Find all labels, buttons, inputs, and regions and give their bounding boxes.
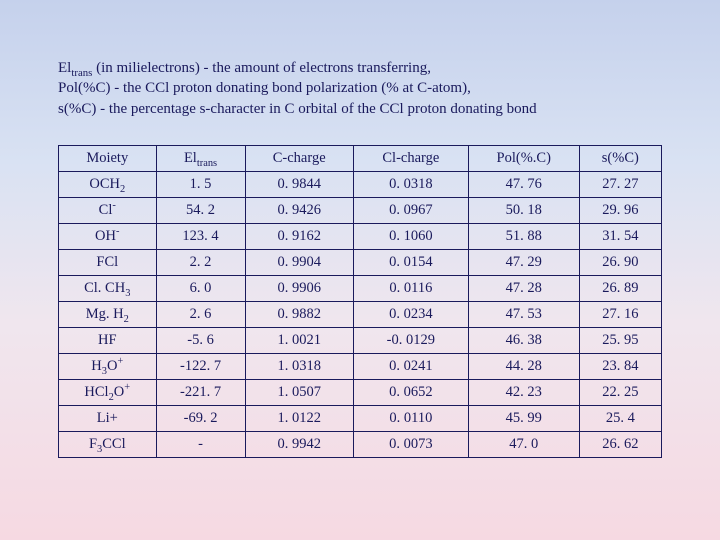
cell-pol: 44. 28: [468, 353, 579, 379]
cell-moiety: F3CCl: [59, 431, 157, 457]
cell-moiety: H3O+: [59, 353, 157, 379]
cell-moiety: OH-: [59, 223, 157, 249]
intro-line1-sub: trans: [71, 67, 92, 79]
cell-c-charge: 0. 9906: [245, 275, 353, 301]
cell-moiety: Cl. CH3: [59, 275, 157, 301]
cell-pol: 50. 18: [468, 197, 579, 223]
cell-pol: 51. 88: [468, 223, 579, 249]
cell-eltrans: 54. 2: [156, 197, 245, 223]
cell-moiety: HCl2O+: [59, 379, 157, 405]
cell-cl-charge: -0. 0129: [353, 327, 468, 353]
cell-moiety: Li+: [59, 405, 157, 431]
intro-line-2: Pol(%C) - the CCl proton donating bond p…: [58, 78, 662, 98]
col-cl-charge: Cl-charge: [353, 145, 468, 171]
cell-c-charge: 0. 9162: [245, 223, 353, 249]
cell-c-charge: 0. 9426: [245, 197, 353, 223]
cell-eltrans: 1. 5: [156, 171, 245, 197]
cell-pol: 47. 29: [468, 249, 579, 275]
cell-s: 26. 89: [579, 275, 661, 301]
cell-s: 26. 90: [579, 249, 661, 275]
cell-c-charge: 1. 0122: [245, 405, 353, 431]
table-row: HF-5. 61. 0021-0. 012946. 3825. 95: [59, 327, 662, 353]
intro-line-3: s(%C) - the percentage s-character in C …: [58, 99, 662, 119]
table-body: OCH21. 50. 98440. 031847. 7627. 27Cl-54.…: [59, 171, 662, 457]
col-pol: Pol(%.C): [468, 145, 579, 171]
cell-pol: 47. 53: [468, 301, 579, 327]
col-moiety: Moiety: [59, 145, 157, 171]
intro-line-1: Eltrans (in milielectrons) - the amount …: [58, 58, 662, 78]
cell-cl-charge: 0. 0652: [353, 379, 468, 405]
cell-eltrans: -69. 2: [156, 405, 245, 431]
cell-c-charge: 0. 9882: [245, 301, 353, 327]
cell-s: 25. 95: [579, 327, 661, 353]
intro-text: Eltrans (in milielectrons) - the amount …: [58, 58, 662, 119]
cell-s: 26. 62: [579, 431, 661, 457]
cell-pol: 47. 76: [468, 171, 579, 197]
data-table: Moiety Eltrans C-charge Cl-charge Pol(%.…: [58, 145, 662, 458]
cell-cl-charge: 0. 0073: [353, 431, 468, 457]
table-row: Cl-54. 20. 94260. 096750. 1829. 96: [59, 197, 662, 223]
cell-eltrans: 2. 6: [156, 301, 245, 327]
cell-pol: 45. 99: [468, 405, 579, 431]
cell-pol: 47. 28: [468, 275, 579, 301]
cell-eltrans: -: [156, 431, 245, 457]
cell-c-charge: 0. 9942: [245, 431, 353, 457]
cell-s: 29. 96: [579, 197, 661, 223]
cell-moiety: Cl-: [59, 197, 157, 223]
cell-s: 31. 54: [579, 223, 661, 249]
cell-s: 25. 4: [579, 405, 661, 431]
col-eltrans: Eltrans: [156, 145, 245, 171]
table-row: HCl2O+-221. 71. 05070. 065242. 2322. 25: [59, 379, 662, 405]
col-eltrans-sub: trans: [197, 158, 217, 169]
cell-c-charge: 0. 9844: [245, 171, 353, 197]
col-eltrans-pre: El: [184, 150, 197, 166]
table-row: OH-123. 40. 91620. 106051. 8831. 54: [59, 223, 662, 249]
cell-c-charge: 1. 0021: [245, 327, 353, 353]
cell-cl-charge: 0. 0116: [353, 275, 468, 301]
intro-line1-post: (in milielectrons) - the amount of elect…: [92, 60, 431, 76]
cell-s: 27. 16: [579, 301, 661, 327]
cell-cl-charge: 0. 0234: [353, 301, 468, 327]
table-row: FCl2. 20. 99040. 015447. 2926. 90: [59, 249, 662, 275]
cell-c-charge: 1. 0507: [245, 379, 353, 405]
cell-moiety: OCH2: [59, 171, 157, 197]
table-row: H3O+-122. 71. 03180. 024144. 2823. 84: [59, 353, 662, 379]
cell-cl-charge: 0. 1060: [353, 223, 468, 249]
cell-eltrans: -221. 7: [156, 379, 245, 405]
cell-s: 22. 25: [579, 379, 661, 405]
table-row: Li+-69. 21. 01220. 011045. 9925. 4: [59, 405, 662, 431]
col-s: s(%C): [579, 145, 661, 171]
table-row: F3CCl-0. 99420. 007347. 026. 62: [59, 431, 662, 457]
cell-pol: 42. 23: [468, 379, 579, 405]
cell-eltrans: -122. 7: [156, 353, 245, 379]
cell-moiety: FCl: [59, 249, 157, 275]
cell-cl-charge: 0. 0967: [353, 197, 468, 223]
table-head: Moiety Eltrans C-charge Cl-charge Pol(%.…: [59, 145, 662, 171]
table-row: Mg. H22. 60. 98820. 023447. 5327. 16: [59, 301, 662, 327]
cell-pol: 46. 38: [468, 327, 579, 353]
cell-eltrans: 2. 2: [156, 249, 245, 275]
cell-moiety: Mg. H2: [59, 301, 157, 327]
table-row: OCH21. 50. 98440. 031847. 7627. 27: [59, 171, 662, 197]
cell-pol: 47. 0: [468, 431, 579, 457]
cell-cl-charge: 0. 0241: [353, 353, 468, 379]
header-row: Moiety Eltrans C-charge Cl-charge Pol(%.…: [59, 145, 662, 171]
cell-cl-charge: 0. 0110: [353, 405, 468, 431]
table-row: Cl. CH36. 00. 99060. 011647. 2826. 89: [59, 275, 662, 301]
cell-cl-charge: 0. 0318: [353, 171, 468, 197]
cell-eltrans: 6. 0: [156, 275, 245, 301]
cell-cl-charge: 0. 0154: [353, 249, 468, 275]
cell-c-charge: 0. 9904: [245, 249, 353, 275]
col-c-charge: C-charge: [245, 145, 353, 171]
intro-line1-pre: El: [58, 60, 71, 76]
cell-eltrans: 123. 4: [156, 223, 245, 249]
cell-s: 23. 84: [579, 353, 661, 379]
cell-moiety: HF: [59, 327, 157, 353]
cell-c-charge: 1. 0318: [245, 353, 353, 379]
cell-s: 27. 27: [579, 171, 661, 197]
cell-eltrans: -5. 6: [156, 327, 245, 353]
